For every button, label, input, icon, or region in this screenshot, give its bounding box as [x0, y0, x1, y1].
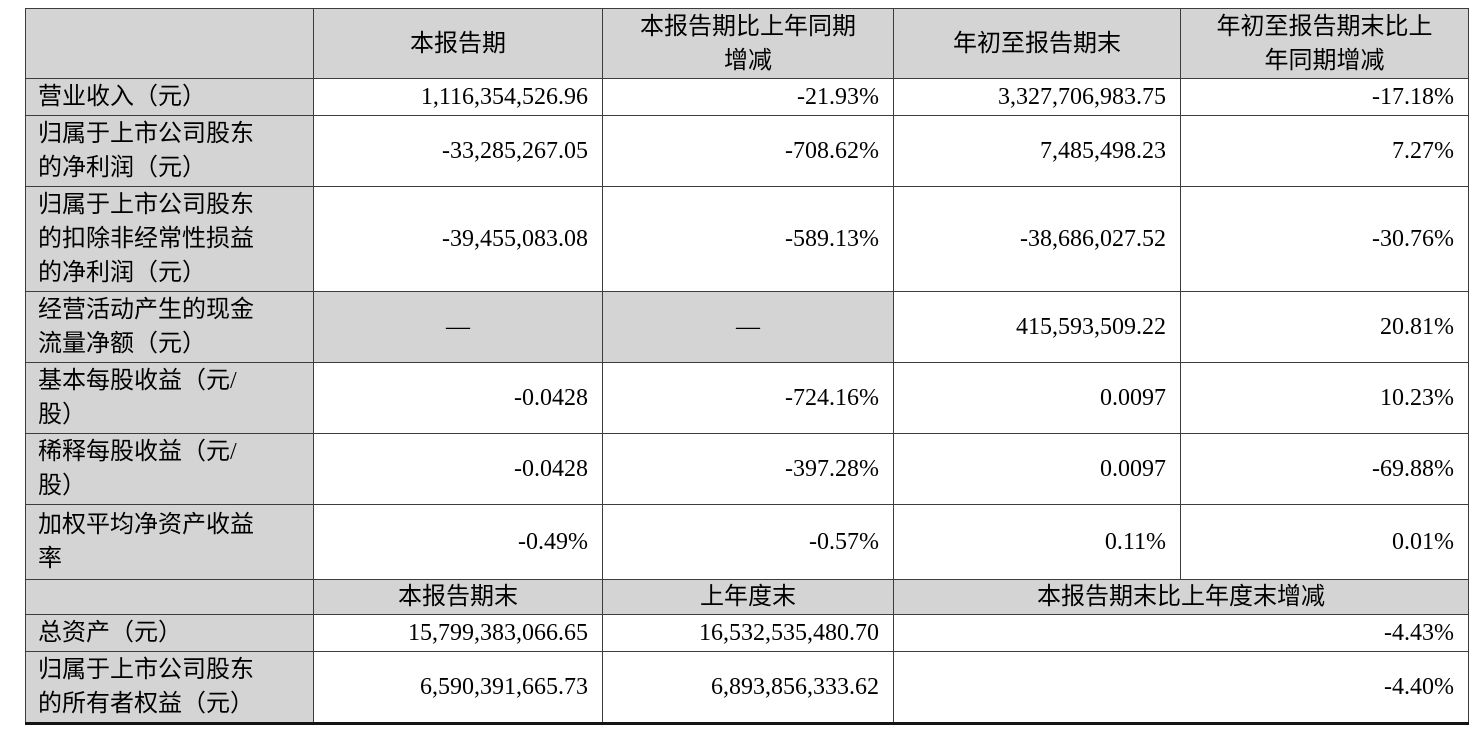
cell-current: -0.49%	[313, 504, 603, 580]
header-row: 本报告期 本报告期比上年同期 增减 年初至报告期末 年初至报告期末比上 年同期增…	[25, 8, 1469, 79]
cell-change: -4.43%	[893, 614, 1469, 652]
cell-current-vs-prior-dash: —	[602, 291, 894, 363]
row-diluted-eps: 稀释每股收益（元/ 股） -0.0428 -397.28% 0.0097 -69…	[25, 433, 1469, 505]
cell-current-vs-prior: -708.62%	[602, 115, 894, 187]
cell-ytd: 0.0097	[893, 362, 1181, 434]
cell-current-vs-prior: -589.13%	[602, 186, 894, 292]
row-label: 经营活动产生的现金 流量净额（元）	[25, 291, 314, 363]
row-label: 基本每股收益（元/ 股）	[25, 362, 314, 434]
cell-current-vs-prior: -0.57%	[602, 504, 894, 580]
subheader-prior-year-end: 上年度末	[602, 579, 894, 615]
cell-current-vs-prior: -21.93%	[602, 78, 894, 116]
row-label: 归属于上市公司股东 的净利润（元）	[25, 115, 314, 187]
subheader-period-end-vs-prior-year-end: 本报告期末比上年度末增减	[893, 579, 1469, 615]
cell-ytd-vs-prior: 10.23%	[1180, 362, 1469, 434]
subheader-row: 本报告期末 上年度末 本报告期末比上年度末增减	[25, 579, 1469, 615]
cell-ytd-vs-prior: 20.81%	[1180, 291, 1469, 363]
cell-ytd: -38,686,027.52	[893, 186, 1181, 292]
row-weighted-avg-roe: 加权平均净资产收益 率 -0.49% -0.57% 0.11% 0.01%	[25, 504, 1469, 580]
row-total-assets: 总资产（元） 15,799,383,066.65 16,532,535,480.…	[25, 614, 1469, 652]
cell-prior-year-end: 16,532,535,480.70	[602, 614, 894, 652]
cell-prior-year-end: 6,893,856,333.62	[602, 651, 894, 725]
cell-ytd-vs-prior: -17.18%	[1180, 78, 1469, 116]
row-operating-revenue: 营业收入（元） 1,116,354,526.96 -21.93% 3,327,7…	[25, 78, 1469, 116]
row-shareholders-equity: 归属于上市公司股东 的所有者权益（元） 6,590,391,665.73 6,8…	[25, 651, 1469, 725]
cell-ytd-vs-prior: 7.27%	[1180, 115, 1469, 187]
cell-current: 1,116,354,526.96	[313, 78, 603, 116]
row-label: 稀释每股收益（元/ 股）	[25, 433, 314, 505]
row-net-profit-excl-nonrecurring: 归属于上市公司股东 的扣除非经常性损益 的净利润（元） -39,455,083.…	[25, 186, 1469, 292]
cell-current-dash: —	[313, 291, 603, 363]
subheader-empty-cell	[25, 579, 314, 615]
subheader-period-end: 本报告期末	[313, 579, 603, 615]
cell-period-end: 15,799,383,066.65	[313, 614, 603, 652]
header-empty-cell	[25, 8, 314, 79]
cell-period-end: 6,590,391,665.73	[313, 651, 603, 725]
row-net-profit: 归属于上市公司股东 的净利润（元） -33,285,267.05 -708.62…	[25, 115, 1469, 187]
cell-current: -33,285,267.05	[313, 115, 603, 187]
cell-ytd: 3,327,706,983.75	[893, 78, 1181, 116]
row-basic-eps: 基本每股收益（元/ 股） -0.0428 -724.16% 0.0097 10.…	[25, 362, 1469, 434]
cell-ytd-vs-prior: 0.01%	[1180, 504, 1469, 580]
header-current-period: 本报告期	[313, 8, 603, 79]
row-label: 加权平均净资产收益 率	[25, 504, 314, 580]
cell-ytd-vs-prior: -30.76%	[1180, 186, 1469, 292]
cell-current-vs-prior: -724.16%	[602, 362, 894, 434]
cell-current: -39,455,083.08	[313, 186, 603, 292]
cell-current: -0.0428	[313, 362, 603, 434]
cell-ytd: 7,485,498.23	[893, 115, 1181, 187]
cell-ytd-vs-prior: -69.88%	[1180, 433, 1469, 505]
header-ytd: 年初至报告期末	[893, 8, 1181, 79]
cell-current-vs-prior: -397.28%	[602, 433, 894, 505]
cell-ytd: 0.0097	[893, 433, 1181, 505]
cell-ytd: 0.11%	[893, 504, 1181, 580]
row-label: 营业收入（元）	[25, 78, 314, 116]
financial-summary-table: 本报告期 本报告期比上年同期 增减 年初至报告期末 年初至报告期末比上 年同期增…	[25, 8, 1469, 725]
cell-change: -4.40%	[893, 651, 1469, 725]
row-label: 总资产（元）	[25, 614, 314, 652]
header-ytd-vs-prior: 年初至报告期末比上 年同期增减	[1180, 8, 1469, 79]
cell-current: -0.0428	[313, 433, 603, 505]
header-current-vs-prior: 本报告期比上年同期 增减	[602, 8, 894, 79]
row-label: 归属于上市公司股东 的扣除非经常性损益 的净利润（元）	[25, 186, 314, 292]
row-label: 归属于上市公司股东 的所有者权益（元）	[25, 651, 314, 725]
cell-ytd: 415,593,509.22	[893, 291, 1181, 363]
row-operating-cash-flow: 经营活动产生的现金 流量净额（元） — — 415,593,509.22 20.…	[25, 291, 1469, 363]
